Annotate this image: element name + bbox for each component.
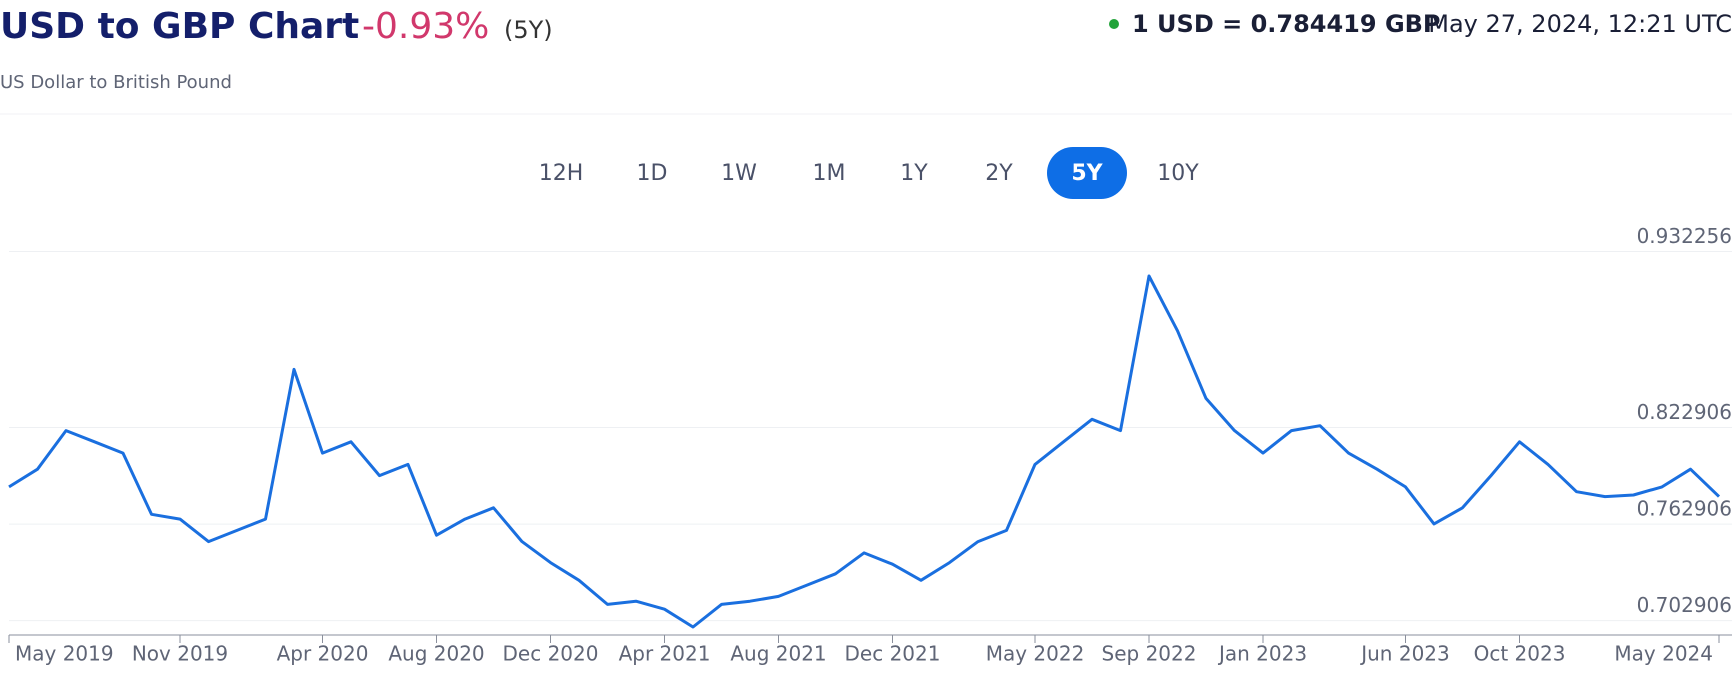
x-tick-label: Oct 2023 (1474, 642, 1566, 666)
x-tick-label: Dec 2020 (503, 642, 599, 666)
y-tick-label: 0.932256 (1637, 224, 1732, 248)
range-label[interactable]: 10Y (1157, 161, 1199, 186)
range-label[interactable]: 12H (539, 161, 584, 186)
x-tick-label: Dec 2021 (845, 642, 941, 666)
subtitle: US Dollar to British Pound (0, 72, 232, 93)
timestamp: May 27, 2024, 12:21 UTC (1428, 10, 1732, 38)
range-label[interactable]: 5Y (1071, 161, 1103, 186)
x-tick-label: Apr 2020 (277, 642, 369, 666)
range-label[interactable]: 1Y (900, 161, 928, 186)
title: USD to GBP Chart (0, 6, 359, 47)
y-tick-label: 0.762906 (1637, 497, 1732, 521)
y-tick-label: 0.822906 (1637, 400, 1732, 424)
x-tick-label: Aug 2020 (388, 642, 484, 666)
range-label[interactable]: 2Y (985, 161, 1013, 186)
y-tick-label: 0.702906 (1637, 593, 1732, 617)
x-tick-label: Jan 2023 (1217, 642, 1307, 666)
rate: 1 USD = 0.784419 GBP (1132, 10, 1441, 38)
x-tick-label: Apr 2021 (619, 642, 711, 666)
x-tick-label: May 2024 (1614, 642, 1713, 666)
price-line (8, 274, 1721, 629)
range-label[interactable]: 1D (637, 161, 668, 186)
change: -0.93% (362, 6, 489, 47)
range-label[interactable]: 1M (813, 161, 846, 186)
x-tick-label: Aug 2021 (730, 642, 826, 666)
x-tick-label: Sep 2022 (1102, 642, 1197, 666)
x-tick-label: Jun 2023 (1359, 642, 1450, 666)
x-tick-label: May 2019 (15, 642, 114, 666)
period: (5Y) (504, 16, 553, 44)
range-label[interactable]: 1W (721, 161, 757, 186)
status-dot (1109, 19, 1119, 29)
range-button[interactable] (1047, 147, 1127, 199)
x-tick-label: Nov 2019 (132, 642, 228, 666)
x-tick-label: May 2022 (986, 642, 1085, 666)
